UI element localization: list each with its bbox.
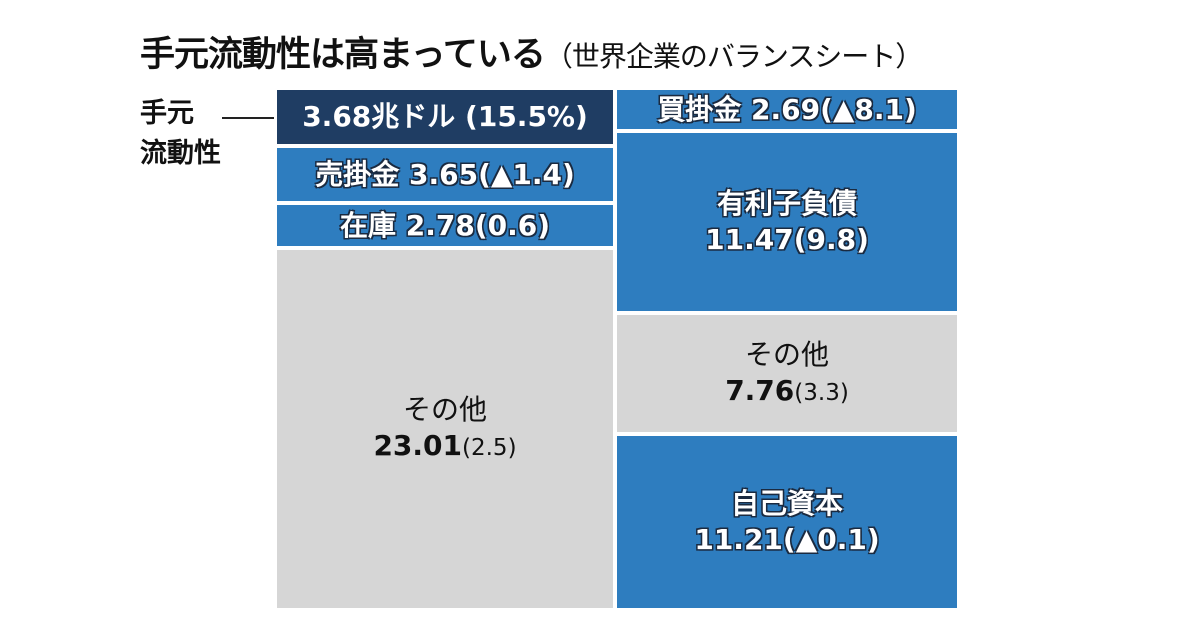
block-assets-other-value: 23.01(2.5) — [373, 428, 516, 466]
block-assets-other-number: 23.01 — [373, 429, 463, 462]
block-liab-other-change: (3.3) — [794, 379, 849, 406]
block-debt-label: 有利子負債 — [716, 187, 857, 220]
liquidity-label: 手元 流動性 — [140, 94, 221, 174]
liquidity-label-line1: 手元 — [140, 98, 194, 129]
block-inventory-change: (0.6) — [474, 208, 551, 242]
leader-line — [222, 117, 274, 119]
block-receivables-value: 3.65 — [408, 157, 479, 191]
block-receivables-text: 売掛金 3.65(▲1.4) — [315, 157, 575, 193]
block-payables: 買掛金 2.69(▲8.1) — [617, 90, 957, 129]
block-inventory-text: 在庫 2.78(0.6) — [340, 208, 550, 244]
block-equity-label: 自己資本 — [730, 487, 843, 520]
block-debt-value: 11.47(9.8) — [705, 222, 869, 258]
block-payables-value: 2.69 — [750, 92, 821, 126]
block-liab-other: その他 7.76(3.3) — [617, 315, 957, 432]
block-assets-other-label: その他 — [402, 393, 487, 426]
block-receivables-label: 売掛金 — [315, 157, 400, 191]
block-cash-value: 3.68兆ドル — [302, 100, 456, 133]
block-debt: 有利子負債 11.47(9.8) — [617, 133, 957, 311]
block-cash: 3.68兆ドル (15.5%) — [277, 90, 613, 144]
block-equity: 自己資本 11.21(▲0.1) — [617, 436, 957, 608]
block-receivables: 売掛金 3.65(▲1.4) — [277, 148, 613, 201]
block-cash-change: (15.5%) — [465, 100, 588, 133]
block-liab-other-value: 7.76(3.3) — [725, 373, 849, 411]
block-equity-value: 11.21(▲0.1) — [694, 522, 879, 558]
block-payables-label: 買掛金 — [657, 92, 742, 126]
block-assets-other: その他 23.01(2.5) — [277, 250, 613, 608]
block-debt-number: 11.47 — [705, 223, 794, 256]
block-receivables-change: (▲1.4) — [478, 157, 575, 191]
liquidity-label-line2: 流動性 — [140, 138, 221, 169]
block-debt-change: (9.8) — [793, 223, 869, 256]
block-inventory-label: 在庫 — [339, 208, 396, 242]
subtitle-text: （世界企業のバランスシート） — [544, 40, 923, 73]
block-inventory: 在庫 2.78(0.6) — [277, 205, 613, 246]
title-text: 手元流動性は高まっている — [140, 35, 546, 75]
block-equity-number: 11.21 — [694, 523, 783, 556]
block-cash-text: 3.68兆ドル (15.5%) — [302, 99, 588, 135]
block-liab-other-label: その他 — [744, 337, 829, 371]
block-inventory-value: 2.78 — [405, 208, 475, 242]
block-equity-change: (▲0.1) — [782, 523, 880, 556]
block-assets-other-change: (2.5) — [462, 435, 517, 461]
block-liab-other-number: 7.76 — [725, 373, 795, 407]
block-payables-text: 買掛金 2.69(▲8.1) — [657, 92, 917, 128]
chart-title: 手元流動性は高まっている（世界企業のバランスシート） — [140, 26, 923, 77]
block-payables-change: (▲8.1) — [820, 92, 917, 126]
